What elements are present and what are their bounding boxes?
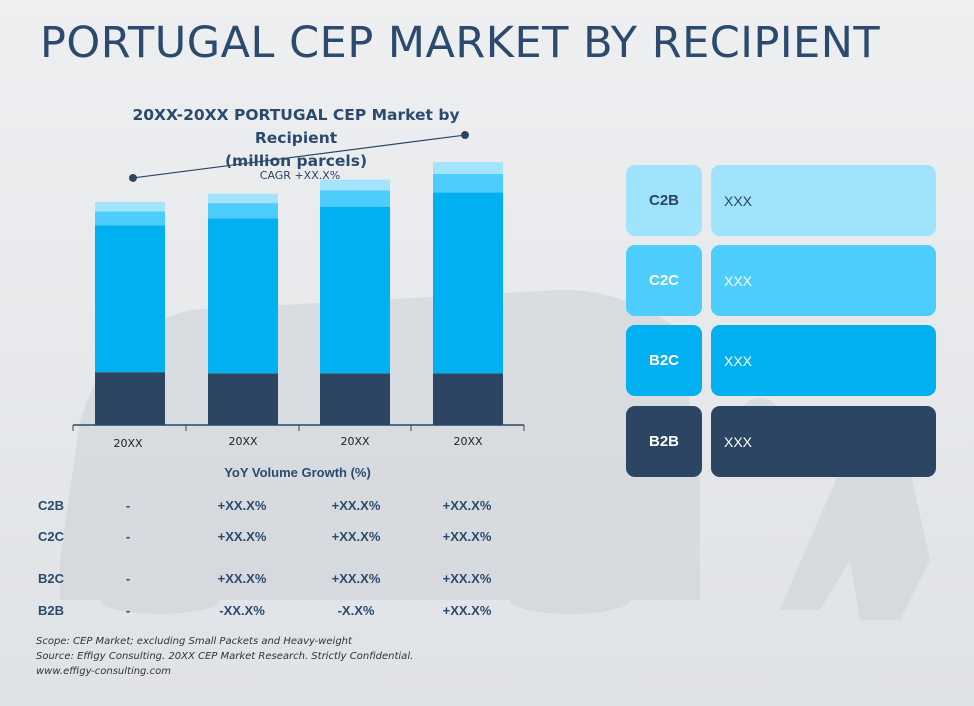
footnote-scope: Scope: CEP Market; excluding Small Packe… [36, 636, 352, 647]
chart-subtitle: (million parcels) [224, 152, 368, 170]
bar-c2c-4 [433, 173, 503, 193]
cagr-dot-start [129, 173, 137, 182]
yoy-cell-b2b-2: -XX.X% [219, 603, 265, 618]
bar-c2b-4 [433, 162, 503, 174]
bar-b2b-3 [320, 373, 390, 425]
bar-c2c-3 [320, 190, 390, 207]
x-axis-ticks [72, 425, 525, 431]
chart-title: 20XX-20XX PORTUGAL CEP Market by Recipie… [96, 104, 496, 173]
yoy-row-label-c2b: C2B [38, 498, 65, 513]
yoy-cell-b2b-4: +XX.X% [442, 603, 492, 618]
yoy-cell-b2b-3: -X.X% [337, 603, 375, 618]
legend-value-b2c: XXX [711, 325, 936, 396]
yoy-cell-c2b-2: +XX.X% [217, 498, 267, 513]
bar-b2b-1 [95, 372, 165, 425]
footnote-website: www.effigy-consulting.com [36, 666, 171, 677]
x-tick-label-3: 20XX [340, 435, 370, 448]
yoy-cell-b2b-1: - [125, 603, 131, 618]
bar-c2c-2 [208, 203, 278, 219]
bar-b2c-2 [208, 218, 278, 374]
bar-b2c-3 [320, 206, 390, 374]
bar-c2c-1 [95, 211, 165, 226]
bar-b2c-1 [95, 225, 165, 373]
cagr-dot-end [461, 131, 469, 140]
cagr-annotation: CAGR +XX.X% [129, 131, 469, 182]
bar-c2b-1 [95, 201, 165, 212]
yoy-cell-c2b-4: +XX.X% [442, 498, 492, 513]
yoy-cell-c2b-3: +XX.X% [331, 498, 381, 513]
chart-title-main: 20XX-20XX PORTUGAL CEP Market by Recipie… [132, 106, 460, 147]
footnote-source: Source: Effigy Consulting. 20XX CEP Mark… [36, 651, 414, 662]
page-title: PORTUGAL CEP MARKET BY RECIPIENT [40, 18, 881, 68]
yoy-cell-c2c-4: +XX.X% [442, 529, 492, 544]
yoy-row-label-c2c: C2C [38, 529, 65, 544]
legend-key-b2c: B2C [626, 325, 702, 396]
x-tick-label-2: 20XX [228, 435, 258, 448]
x-tick-label-1: 20XX [113, 437, 143, 450]
yoy-cell-b2c-1: - [125, 571, 131, 586]
bar-c2b-2 [208, 193, 278, 204]
yoy-cell-b2c-4: +XX.X% [442, 571, 492, 586]
yoy-title: YoY Volume Growth (%) [224, 465, 371, 480]
yoy-cell-c2c-2: +XX.X% [217, 529, 267, 544]
yoy-cell-b2c-2: +XX.X% [217, 571, 267, 586]
x-tick-label-4: 20XX [453, 435, 483, 448]
legend-key-b2b: B2B [626, 406, 702, 477]
bar-b2b-4 [433, 373, 503, 425]
yoy-row-label-b2b: B2B [38, 603, 65, 618]
legend-key-c2b: C2B [626, 165, 702, 236]
legend-value-c2c: XXX [711, 245, 936, 316]
yoy-cell-c2c-3: +XX.X% [331, 529, 381, 544]
bar-c2b-3 [320, 179, 390, 191]
yoy-cell-b2c-3: +XX.X% [331, 571, 381, 586]
bars-group [95, 162, 503, 425]
x-axis-labels: 20XX 20XX 20XX 20XX [113, 435, 483, 450]
yoy-row-label-b2c: B2C [38, 571, 65, 586]
yoy-cell-c2c-1: - [125, 529, 131, 544]
footnote: Scope: CEP Market; excluding Small Packe… [36, 634, 413, 679]
legend-key-c2c: C2C [626, 245, 702, 316]
cagr-line [132, 134, 466, 179]
legend-value-c2b: XXX [711, 165, 936, 236]
yoy-cell-c2b-1: - [125, 498, 131, 513]
cagr-label: CAGR +XX.X% [260, 169, 340, 182]
bar-b2b-2 [208, 373, 278, 425]
bar-b2c-4 [433, 192, 503, 374]
legend-value-b2b: XXX [711, 406, 936, 477]
